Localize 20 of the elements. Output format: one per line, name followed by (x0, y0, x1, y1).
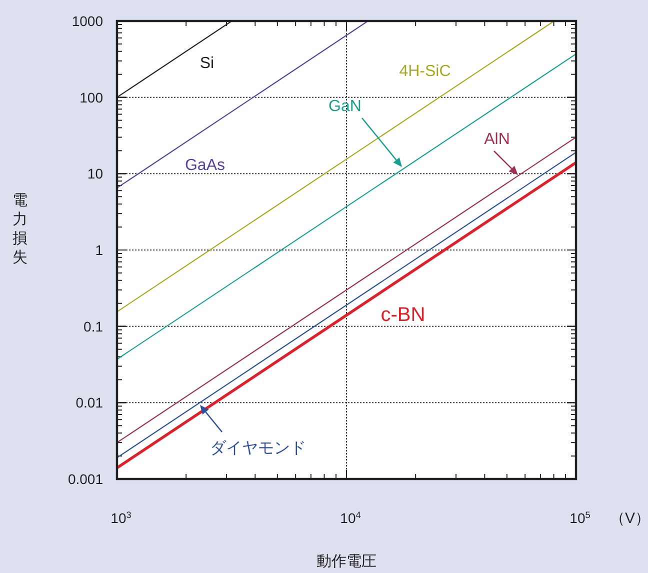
series-label: Si (200, 55, 214, 72)
x-tick-label: 10$^{3}$ (110, 510, 132, 526)
y-tick-label: 0.01 (76, 394, 104, 411)
y-tick-label: 1 (95, 242, 104, 258)
legend-label: ダイヤモンド (210, 440, 306, 457)
y-tick-label: 0.001 (68, 471, 104, 487)
x-tick-label: 10$^{5}$ (570, 510, 590, 526)
y-axis-title: 電力損失 (12, 192, 28, 266)
y-tick-label: 100 (80, 89, 104, 106)
series-label: c-BN (380, 304, 426, 326)
y-tick-label: 0.1 (84, 318, 104, 334)
text: GaN (328, 98, 362, 115)
series-label: AlN (484, 131, 510, 148)
y-tick-label: 10 (87, 166, 104, 182)
y-tick-label: 1000 (72, 13, 104, 29)
series-label: GaAs (184, 157, 226, 174)
text: （V） (610, 510, 648, 527)
x-tick-label: 10$^{4}$ (340, 510, 361, 526)
x-axis-title: 動作電圧 (316, 553, 376, 570)
series-label: 4H-SiC (399, 63, 451, 80)
